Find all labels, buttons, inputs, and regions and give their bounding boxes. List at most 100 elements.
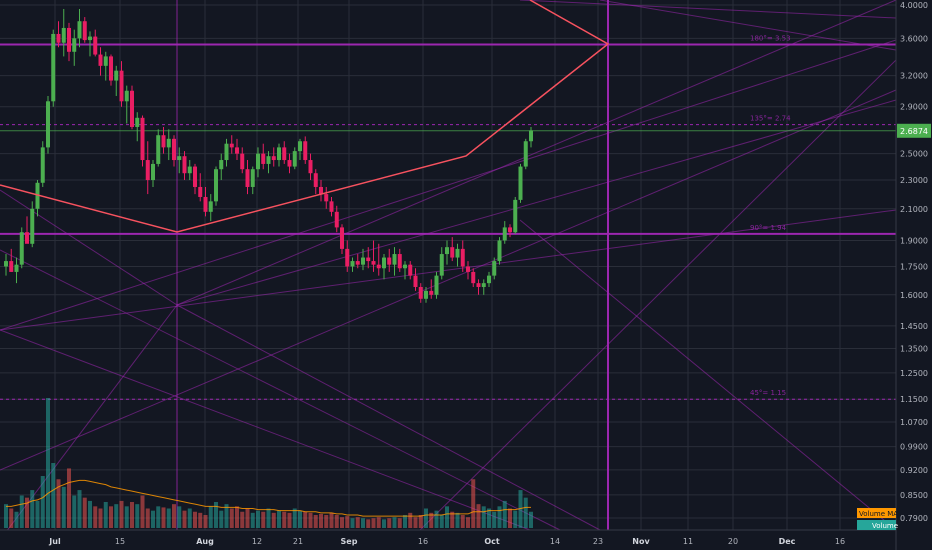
candle-body [177, 156, 182, 161]
candle-body [14, 264, 19, 272]
candle-body [518, 166, 523, 200]
candle-body [219, 160, 224, 170]
volume-bar [345, 516, 350, 528]
volume-bar [392, 517, 397, 528]
fan-ray [0, 189, 178, 306]
fan-ray [419, 59, 897, 531]
candle-body [413, 275, 418, 287]
fan-ray [599, 0, 897, 51]
volume-bar [355, 517, 360, 528]
last-price-badge [897, 123, 931, 138]
fan-ray [519, 0, 897, 19]
fan-ray [176, 304, 601, 531]
volume-bar [529, 511, 533, 528]
volume-bar [334, 515, 339, 528]
volume-bar [313, 515, 318, 528]
candle-body [93, 36, 98, 55]
candle-body [324, 194, 329, 202]
volume-bar [172, 504, 176, 528]
candle-body [508, 227, 512, 233]
volume-bar [30, 490, 35, 528]
y-tick-label: 2.9000 [900, 103, 928, 112]
volume-bar [214, 502, 218, 528]
candle-body [72, 38, 77, 52]
candle-body [292, 151, 297, 167]
volume-bar [151, 510, 155, 528]
volume-bar [208, 506, 213, 528]
volume-bar [219, 510, 224, 528]
fan-ray [0, 89, 897, 471]
volume-bar [492, 511, 497, 528]
y-tick-label: 4.0000 [900, 1, 928, 10]
candle-body [203, 196, 208, 212]
volume-bar [25, 497, 29, 528]
volume-bar [308, 512, 313, 528]
candle-body [513, 199, 518, 233]
candle-body [124, 90, 129, 102]
candle-body [392, 254, 397, 265]
candle-body [35, 182, 40, 209]
y-tick-label: 1.0700 [900, 418, 928, 427]
y-tick-label: 1.2500 [900, 369, 928, 378]
candle-body [529, 130, 533, 142]
volume-bar [466, 517, 470, 528]
candle-body [67, 27, 71, 52]
candle-body [240, 153, 245, 170]
volume-bar [382, 519, 386, 528]
volume-bar [224, 504, 229, 528]
volume-bar [135, 504, 140, 528]
x-tick-label: 12 [252, 537, 262, 546]
volume-bar [19, 495, 24, 528]
volume-bar [387, 518, 392, 528]
volume-bar [177, 506, 182, 528]
candle-body [266, 156, 271, 164]
candle-body [88, 36, 92, 41]
candle-body [481, 283, 486, 287]
fan-label: 180°= 3.53 [750, 35, 791, 43]
x-tick-label: 16 [835, 537, 845, 546]
x-tick-label: 21 [293, 537, 303, 546]
fan-ray [176, 0, 897, 306]
candle-body [9, 261, 14, 272]
x-tick-label: Jul [48, 537, 61, 546]
fan-ray [0, 209, 897, 331]
last-price-label: 2.6874 [900, 127, 928, 136]
candle-body [523, 141, 528, 167]
volume-bar [460, 515, 465, 528]
volume-bar [56, 479, 61, 528]
volume-bar [145, 508, 150, 528]
candle-body [329, 201, 334, 212]
volume-bar [445, 506, 449, 528]
volume-badge [857, 520, 896, 530]
volume-bar [72, 495, 77, 528]
x-tick-label: 15 [115, 537, 125, 546]
candle-body [19, 232, 24, 265]
candle-body [25, 232, 29, 244]
y-tick-label: 0.9900 [900, 443, 928, 452]
volume-bar [303, 511, 308, 528]
candle-body [98, 54, 103, 66]
volume-bar [476, 504, 481, 528]
volume-bar [455, 512, 460, 528]
candle-body [4, 261, 8, 267]
fan-ray [519, 219, 897, 531]
volume-bar [9, 508, 14, 528]
volume-bar [119, 500, 124, 528]
x-tick-label: Nov [632, 537, 650, 546]
candle-body [366, 257, 371, 262]
candle-body [455, 248, 460, 258]
candle-body [130, 90, 134, 127]
grid [0, 0, 896, 530]
candle-body [172, 138, 176, 161]
x-tick-label: 20 [728, 537, 738, 546]
volume-bar [46, 398, 50, 528]
candle-body [261, 153, 266, 164]
candle-body [40, 147, 45, 183]
y-tick-label: 1.9000 [900, 236, 928, 245]
volume-bar [240, 511, 245, 528]
fan-label: 45°= 1.15 [750, 389, 786, 397]
volume-bar [518, 490, 523, 528]
candle-body [450, 247, 455, 258]
